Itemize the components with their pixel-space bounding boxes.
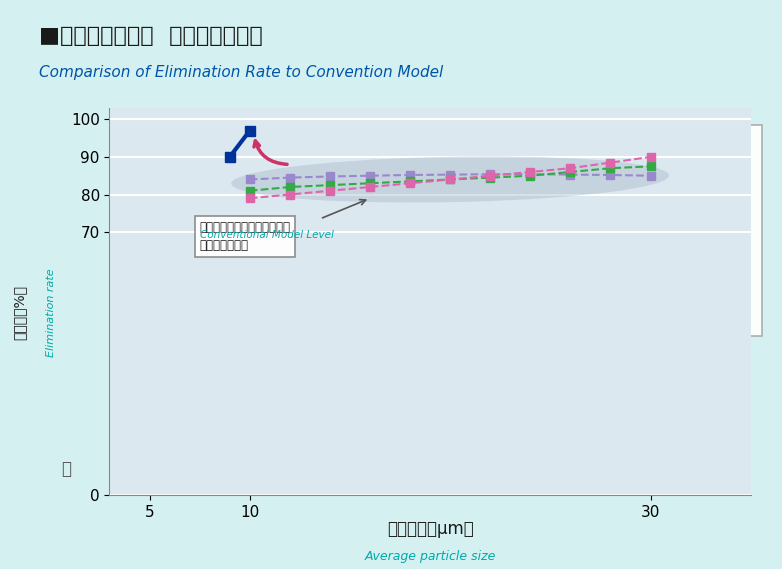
Text: C社: C社 — [446, 303, 465, 317]
Text: A Corporation: A Corporation — [497, 214, 575, 224]
Text: Comparison of Elimination Rate to Convention Model: Comparison of Elimination Rate to Conven… — [39, 65, 443, 80]
Text: 平均粒径（μm）: 平均粒径（μm） — [387, 519, 473, 538]
Text: A社: A社 — [446, 212, 465, 226]
Text: Elimination rate: Elimination rate — [46, 269, 56, 357]
Text: C Corporation: C Corporation — [497, 305, 575, 315]
Text: 高磁力マグネットセパレータ
従来市販レベル: 高磁力マグネットセパレータ 従来市販レベル — [199, 221, 291, 252]
Text: ■スラッジ除去率  従来型との比較: ■スラッジ除去率 従来型との比較 — [39, 26, 263, 46]
Text: Conventional Model Level: Conventional Model Level — [199, 230, 334, 240]
Text: 高精度型（MDKW）: 高精度型（MDKW） — [446, 155, 547, 169]
Text: Average particle size: Average particle size — [364, 550, 496, 563]
Text: B Corporation: B Corporation — [497, 259, 575, 270]
FancyBboxPatch shape — [348, 125, 762, 336]
Text: 〜: 〜 — [62, 460, 71, 479]
Text: B社: B社 — [446, 258, 465, 271]
Text: 除去率（%）: 除去率（%） — [13, 286, 27, 340]
Ellipse shape — [231, 156, 669, 203]
Text: Super Precision Type: Super Precision Type — [446, 180, 554, 190]
